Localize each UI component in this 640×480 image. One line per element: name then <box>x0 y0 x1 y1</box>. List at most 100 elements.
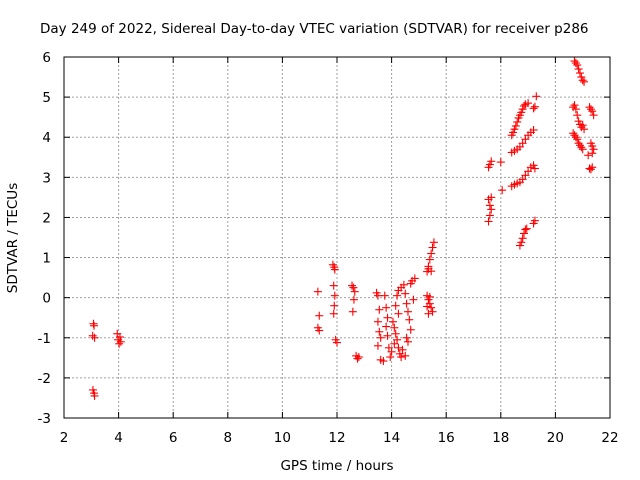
data-point <box>409 295 418 304</box>
data-point <box>580 125 589 134</box>
data-point <box>379 357 388 366</box>
data-point <box>402 299 411 308</box>
data-point <box>498 186 507 195</box>
data-point <box>315 326 324 335</box>
data-point <box>410 274 419 283</box>
data-point <box>575 69 584 78</box>
data-point <box>424 309 433 318</box>
data-point <box>578 121 587 130</box>
data-point <box>425 292 434 301</box>
x-tick-label: 12 <box>328 430 345 446</box>
data-point <box>518 234 527 243</box>
data-point <box>575 141 584 150</box>
data-point <box>313 287 322 296</box>
data-point <box>401 351 410 360</box>
data-point <box>529 104 538 113</box>
data-point <box>390 323 399 332</box>
data-point <box>349 283 358 292</box>
data-point <box>524 167 533 176</box>
data-point <box>570 57 579 66</box>
y-tick-label: 4 <box>42 130 51 146</box>
data-point <box>521 135 530 144</box>
data-point <box>530 102 539 111</box>
data-point <box>329 281 338 290</box>
data-point <box>388 317 397 326</box>
chart-title: Day 249 of 2022, Sidereal Day-to-day VTE… <box>40 21 589 37</box>
data-point <box>586 105 595 114</box>
data-point <box>390 339 399 348</box>
data-point <box>393 291 402 300</box>
data-point <box>403 307 412 316</box>
data-point <box>348 307 357 316</box>
data-point <box>383 313 392 322</box>
data-point <box>380 291 389 300</box>
data-point <box>571 59 580 68</box>
data-point <box>401 289 410 298</box>
data-point <box>333 338 341 347</box>
y-tick-label: 5 <box>42 90 51 106</box>
data-point <box>578 76 587 85</box>
data-point <box>90 321 99 330</box>
data-point <box>373 317 382 326</box>
data-point <box>588 163 597 172</box>
data-points <box>88 57 598 400</box>
data-point <box>573 135 582 144</box>
data-point <box>350 287 359 296</box>
data-point <box>584 151 593 160</box>
y-tick-label: 3 <box>42 170 51 186</box>
y-tick-label: 6 <box>42 50 51 66</box>
data-point <box>425 255 434 264</box>
x-tick-label: 10 <box>274 430 291 446</box>
x-axis-label: GPS time / hours <box>280 458 393 474</box>
data-point <box>353 354 362 363</box>
data-point <box>348 281 357 290</box>
data-point <box>588 149 597 158</box>
data-point <box>530 164 539 173</box>
data-point <box>588 107 597 116</box>
data-point <box>573 61 582 70</box>
y-tick-label: 0 <box>42 291 51 307</box>
data-point <box>487 193 496 202</box>
data-point <box>427 249 436 258</box>
data-point <box>517 238 526 247</box>
data-point <box>524 99 533 108</box>
data-point <box>397 353 406 362</box>
x-tick-label: 4 <box>114 430 123 446</box>
data-point <box>571 133 580 142</box>
data-point <box>393 335 402 344</box>
data-point <box>391 329 400 338</box>
data-point <box>513 117 522 126</box>
data-point <box>349 295 358 304</box>
data-point <box>522 224 531 233</box>
x-tick-label: 8 <box>224 430 233 446</box>
data-point <box>398 345 407 354</box>
data-point <box>429 238 438 247</box>
data-point <box>330 265 339 274</box>
x-tick-label: 18 <box>492 430 509 446</box>
data-point <box>532 92 541 101</box>
x-tick-label: 14 <box>383 430 400 446</box>
grid <box>64 57 610 418</box>
data-point <box>428 243 437 252</box>
y-tick-label: -2 <box>38 371 51 387</box>
data-point <box>428 307 437 316</box>
y-tick-label: 1 <box>42 251 51 267</box>
data-point <box>485 211 494 220</box>
data-point <box>329 309 338 318</box>
y-tick-label: -3 <box>38 411 51 427</box>
data-point <box>573 111 582 120</box>
y-tick-label: -1 <box>38 331 51 347</box>
y-tick-label: 2 <box>42 210 51 226</box>
data-point <box>391 301 400 310</box>
data-point <box>383 331 392 340</box>
data-point <box>373 291 382 300</box>
data-point <box>496 158 505 167</box>
data-point <box>529 126 538 135</box>
data-point <box>427 267 436 276</box>
data-point <box>574 139 583 148</box>
data-point <box>578 145 587 154</box>
data-point <box>382 322 391 331</box>
data-point <box>386 353 395 362</box>
